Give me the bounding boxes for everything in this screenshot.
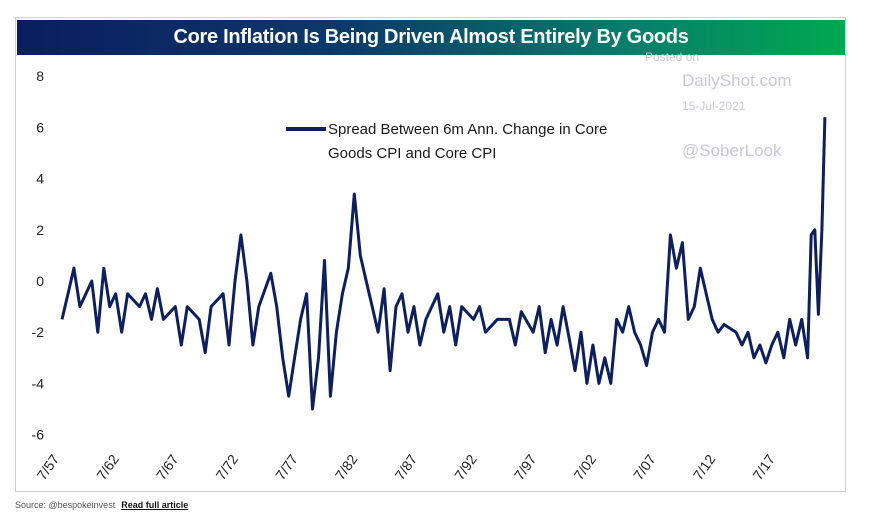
series-line [60, 117, 827, 411]
y-tick-label: 0 [36, 273, 44, 289]
chart-frame [15, 17, 846, 492]
x-tick-label: 7/72 [212, 451, 241, 483]
x-tick-label: 7/92 [451, 451, 480, 483]
x-tick-label: 7/77 [272, 451, 301, 483]
x-tick-label: 7/97 [511, 451, 540, 483]
watermark-posted: Posted on [645, 50, 699, 64]
legend: Spread Between 6m Ann. Change in Core Go… [286, 121, 607, 162]
x-tick-label: 7/12 [690, 451, 719, 483]
chart-title: Core Inflation Is Being Driven Almost En… [17, 20, 845, 55]
watermark: Posted on DailyShot.com 15-Jul-2021 @Sob… [645, 50, 792, 160]
legend-label-line2: Goods CPI and Core CPI [328, 145, 496, 162]
y-tick-label: 6 [36, 119, 44, 135]
x-tick-label: 7/67 [153, 451, 182, 483]
x-tick-label: 7/02 [570, 451, 599, 483]
watermark-date: 15-Jul-2021 [682, 99, 746, 113]
y-tick-label: 4 [36, 171, 44, 187]
watermark-handle: @SoberLook [682, 141, 782, 160]
y-tick-label: -6 [32, 427, 45, 443]
read-full-article-link[interactable]: Read full article [121, 500, 189, 510]
x-tick-label: 7/57 [34, 451, 63, 483]
x-tick-label: 7/62 [93, 451, 122, 483]
x-tick-label: 7/17 [749, 451, 778, 483]
x-tick-label: 7/82 [332, 451, 361, 483]
y-tick-label: -4 [32, 375, 45, 391]
x-tick-label: 7/87 [391, 451, 420, 483]
y-tick-label: 2 [36, 222, 44, 238]
footer: Source: @bespokeinvest Read full article [15, 500, 188, 510]
x-tick-label: 7/07 [630, 451, 659, 483]
watermark-site: DailyShot.com [682, 71, 792, 90]
legend-label-line1: Spread Between 6m Ann. Change in Core [328, 121, 607, 138]
y-tick-label: -2 [32, 324, 45, 340]
y-tick-label: 8 [36, 68, 44, 84]
source-text: Source: @bespokeinvest [15, 500, 116, 510]
